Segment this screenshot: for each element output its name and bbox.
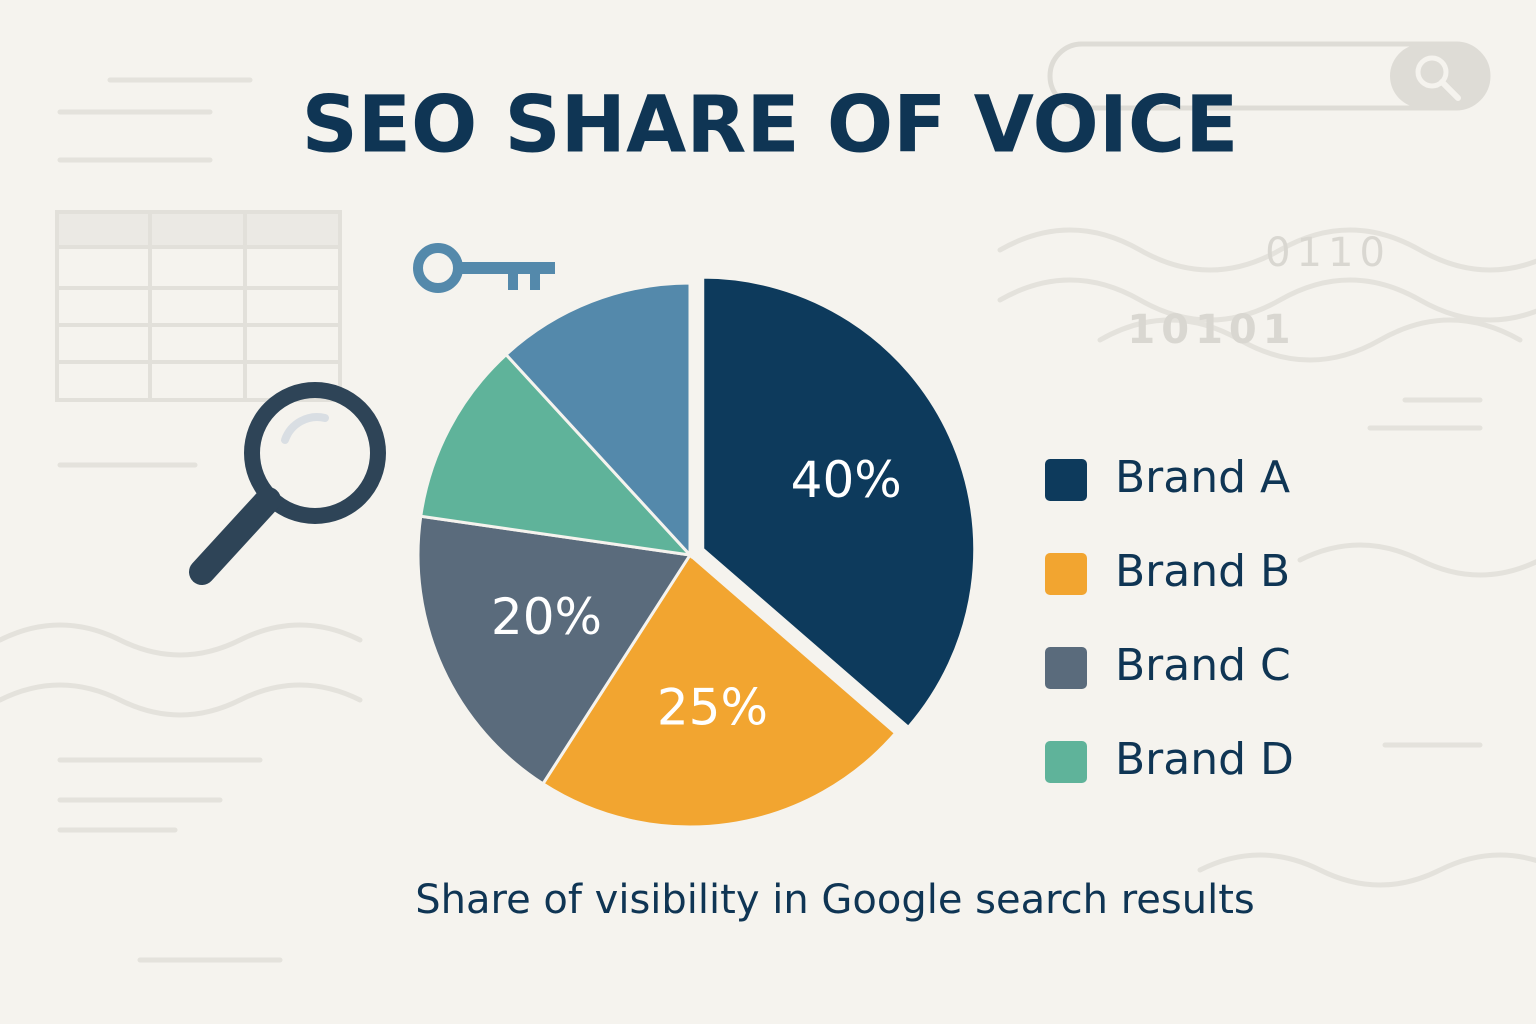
table-icon [55, 210, 342, 402]
pie-slice [419, 352, 694, 558]
magnifier-icon [189, 382, 386, 585]
chart-subtitle: Share of visibility in Google search res… [415, 877, 1255, 923]
binary-text: 10101 [1127, 307, 1296, 353]
chart-title: SEO SHARE OF VOICE [302, 80, 1239, 170]
pie-slice [503, 281, 692, 559]
pie-slice [701, 275, 977, 730]
legend-swatch [1045, 553, 1087, 595]
key-icon [413, 243, 555, 293]
legend-swatch [1045, 741, 1087, 783]
binary-text: 0110 [1265, 230, 1391, 276]
legend-label: Brand D [1115, 734, 1294, 785]
slice-label: 20% [491, 588, 602, 646]
legend-label: Brand A [1115, 452, 1290, 503]
legend-label: Brand C [1115, 640, 1291, 691]
slice-label: 40% [791, 451, 902, 509]
pie-slice [540, 552, 898, 829]
background-decor [0, 77, 1536, 963]
legend: Brand A Brand B Brand C Brand D [1045, 452, 1294, 785]
legend-label: Brand B [1115, 546, 1290, 597]
pie-slice [416, 514, 693, 786]
slice-label: 25% [657, 679, 768, 737]
pie: 40% 25% 20% [416, 275, 977, 829]
legend-swatch [1045, 459, 1087, 501]
search-bar [1047, 41, 1491, 111]
legend-swatch [1045, 647, 1087, 689]
